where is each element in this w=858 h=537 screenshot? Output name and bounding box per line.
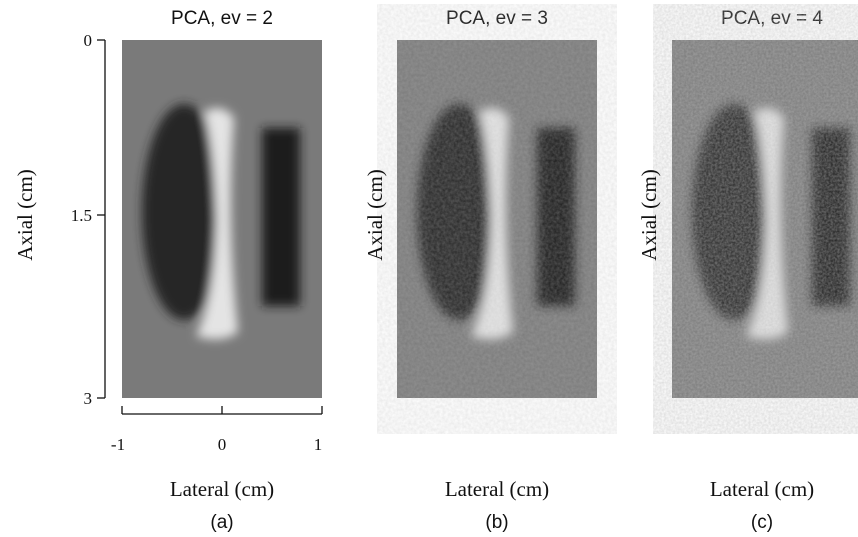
- panel-title: PCA, ev = 3: [446, 8, 548, 29]
- panel-a: PCA, ev = 2 0 1.5 3 Axial (cm) -1 0 1 La…: [13, 8, 322, 533]
- figure: PCA, ev = 2 0 1.5 3 Axial (cm) -1 0 1 La…: [0, 0, 858, 537]
- caption: (a): [210, 512, 233, 533]
- y-tick-label: 0: [84, 31, 93, 50]
- panel-c: PCA, ev = 4 Axial (cm) Lateral (cm) (c): [637, 8, 858, 533]
- image: [122, 40, 322, 398]
- y-axis-label: Axial (cm): [13, 169, 37, 261]
- panel-b: PCA, ev = 3 Axial (cm) Lateral (cm) (b): [363, 8, 597, 533]
- y-axis-label: Axial (cm): [637, 169, 661, 261]
- image-noise: [397, 40, 597, 398]
- panel-title: PCA, ev = 2: [171, 8, 273, 29]
- x-axis-label: Lateral (cm): [445, 477, 549, 501]
- page: PCA, ev = 2 0 1.5 3 Axial (cm) -1 0 1 La…: [0, 0, 858, 537]
- caption: (c): [751, 512, 773, 533]
- y-tick-label: 3: [84, 389, 93, 408]
- caption: (b): [485, 512, 508, 533]
- image-noise: [672, 40, 858, 398]
- x-axis-label: Lateral (cm): [710, 477, 814, 501]
- x-tick-label: -1: [111, 435, 125, 454]
- x-tick-label: 0: [218, 435, 227, 454]
- panel-title: PCA, ev = 4: [721, 8, 823, 29]
- y-tick-label: 1.5: [71, 206, 92, 225]
- x-axis-label: Lateral (cm): [170, 477, 274, 501]
- y-axis-label: Axial (cm): [363, 169, 387, 261]
- x-tick-label: 1: [314, 435, 323, 454]
